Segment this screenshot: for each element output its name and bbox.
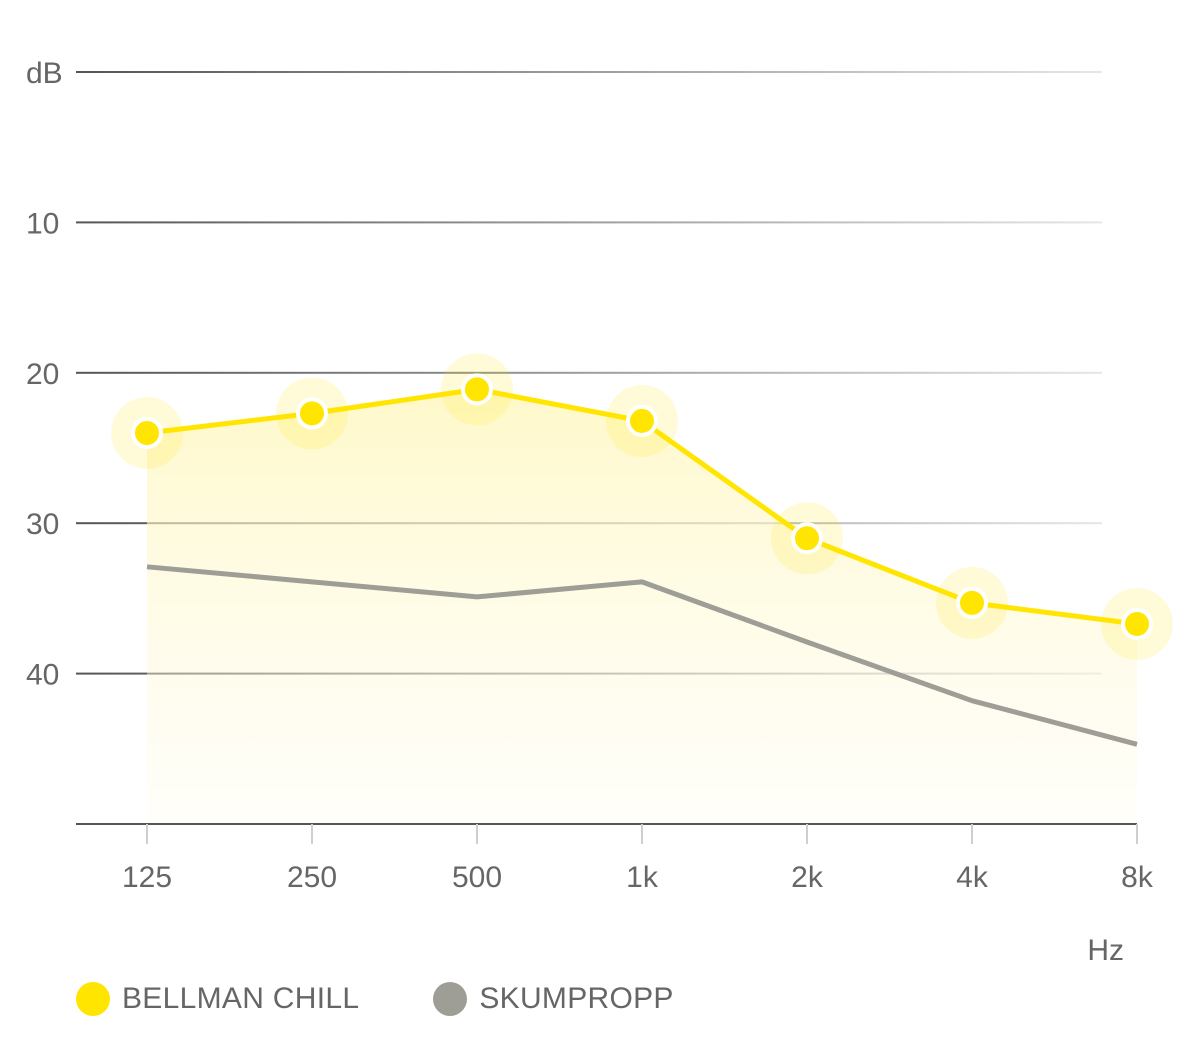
gridline-0 — [76, 71, 1102, 73]
legend-swatch-skumpropp — [433, 982, 468, 1016]
y-tick-label-10: 10 — [26, 207, 59, 240]
x-tick-label-125: 125 — [122, 861, 172, 894]
marker-bellman-chill-500 — [441, 353, 513, 426]
gridline-20 — [76, 371, 1102, 374]
legend-item-bellman-chill: BELLMAN CHILL — [76, 982, 359, 1016]
x-tick-label-8k: 8k — [1121, 861, 1154, 894]
legend-label-bellman-chill: BELLMAN CHILL — [122, 982, 360, 1015]
x-tick-label-250: 250 — [287, 861, 337, 894]
y-tick-label-30: 30 — [26, 508, 59, 541]
series-area — [147, 389, 1137, 824]
x-axis — [76, 823, 1138, 844]
marker-bellman-chill-250 — [276, 377, 348, 450]
marker-bellman-chill-1k — [606, 384, 678, 457]
x-tick-label-1k: 1k — [626, 861, 659, 894]
marker-bellman-chill-8k — [1101, 587, 1173, 660]
legend: BELLMAN CHILL SKUMPROPP — [76, 982, 748, 1016]
x-tick-label-2k: 2k — [791, 861, 824, 894]
x-axis-label: Hz — [1087, 934, 1124, 967]
line-skumpropp — [146, 564, 1138, 747]
marker-bellman-chill-125 — [111, 396, 183, 469]
marker-bellman-chill-2k — [771, 502, 843, 575]
axis-labels: dB 10 20 30 40 125 250 500 1k 2k 4k 8k Hz — [26, 57, 1154, 967]
marker-bellman-chill-4k — [936, 566, 1008, 639]
legend-item-skumpropp: SKUMPROPP — [433, 982, 673, 1016]
x-tick-label-500: 500 — [452, 861, 502, 894]
y-tick-label-40: 40 — [26, 659, 59, 692]
gridline-10 — [76, 221, 1102, 224]
x-tick-label-4k: 4k — [956, 861, 989, 894]
y-tick-label-20: 20 — [26, 358, 59, 391]
legend-swatch-bellman-chill — [76, 982, 110, 1016]
series-markers — [111, 353, 1173, 660]
y-axis-label: dB — [26, 57, 63, 90]
area-bellman-chill — [147, 389, 1137, 824]
legend-label-skumpropp: SKUMPROPP — [479, 982, 674, 1015]
